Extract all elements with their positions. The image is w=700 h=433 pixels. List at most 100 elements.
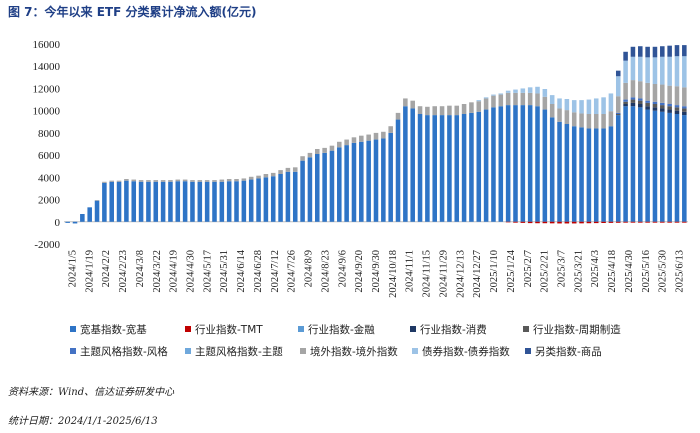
- bar-segment: [234, 181, 239, 222]
- bar-segment: [586, 128, 592, 222]
- bar-segment: [667, 221, 672, 223]
- bar-segment: [645, 46, 650, 58]
- bar-segment: [593, 98, 599, 114]
- bar-segment: [513, 89, 518, 93]
- bar-segment: [102, 182, 107, 222]
- x-tick-label: 2024/2/23: [118, 250, 129, 293]
- bar-segment: [80, 214, 85, 222]
- bar-segment: [329, 150, 335, 222]
- legend-swatch: [185, 326, 191, 332]
- bar-segment: [682, 56, 687, 88]
- bar-segment: [175, 181, 181, 222]
- bar-segment: [270, 176, 276, 222]
- bar-segment: [344, 145, 349, 222]
- bar-segment: [461, 114, 467, 222]
- bar-segment: [682, 45, 687, 57]
- legend-swatch: [300, 348, 306, 354]
- x-tick-label: 2025/1/24: [506, 249, 517, 292]
- bar-segment: [638, 104, 643, 108]
- bar-segment: [535, 93, 540, 107]
- x-tick-label: 2024/7/12: [270, 250, 281, 293]
- bar-segment: [116, 181, 122, 222]
- bar-segment: [682, 115, 687, 222]
- bar-segment: [674, 221, 680, 223]
- bar-segment: [535, 106, 540, 222]
- legend-swatch: [70, 326, 76, 332]
- x-tick-label: 2024/3/22: [152, 250, 163, 293]
- bar-segment: [153, 181, 159, 222]
- bar-segment: [674, 105, 680, 108]
- bar-segment: [542, 109, 548, 222]
- bar-segment: [660, 108, 665, 112]
- bar-segment: [476, 111, 482, 222]
- bar-segment: [425, 115, 430, 222]
- x-tick-label: 2025/2/7: [523, 250, 534, 287]
- bar-segment: [226, 179, 232, 182]
- bar-segment: [660, 102, 665, 106]
- y-tick-label: 4000: [38, 172, 61, 184]
- bar-segment: [87, 207, 92, 222]
- bar-segment: [212, 180, 217, 182]
- bar-segment: [527, 221, 533, 224]
- bar-segment: [645, 102, 650, 107]
- bar-segment: [527, 87, 533, 93]
- etf-flow-chart: -2000 0 2000 4000 6000 8000 10000 12000 14000 160…: [33, 39, 688, 358]
- bar-segment: [256, 175, 261, 179]
- bar-segment: [549, 117, 555, 222]
- bar-segment: [652, 110, 658, 222]
- bar-segment: [638, 100, 643, 104]
- y-tick-label: 12000: [33, 83, 61, 95]
- bar-segment: [403, 98, 408, 107]
- bar-segment: [682, 87, 687, 107]
- bar-segment: [381, 131, 386, 139]
- bar-segment: [439, 106, 445, 116]
- bar-segment: [615, 70, 621, 77]
- bar-segment: [615, 221, 621, 223]
- bar-segment: [542, 89, 548, 97]
- bar-segment: [674, 107, 680, 111]
- legend-label: 另类指数-商品: [535, 345, 602, 358]
- legend-label: 行业指数-周期制造: [533, 323, 621, 336]
- bar-segment: [182, 181, 188, 222]
- x-tick-label: 2024/4/30: [185, 250, 196, 293]
- bar-segment: [417, 114, 423, 222]
- bar-segment: [667, 56, 672, 86]
- bar-segment: [138, 181, 144, 222]
- y-tick-label: 8000: [38, 128, 61, 140]
- bar-segment: [388, 126, 393, 133]
- bar-segment: [557, 121, 562, 222]
- x-axis-ticks: 2024/1/5 2024/1/19 2024/2/2 2024/2/23 2024/3…: [67, 249, 685, 298]
- bar-segment: [483, 97, 489, 99]
- bar-segment: [579, 100, 584, 114]
- bar-segment: [138, 180, 144, 182]
- bar-segment: [660, 46, 665, 57]
- bar-segment: [146, 181, 151, 222]
- x-tick-label: 2025/3/21: [573, 250, 584, 293]
- bar-segment: [314, 154, 320, 222]
- bar-segment: [564, 221, 570, 224]
- bar-segment: [608, 221, 614, 223]
- bar-segment: [483, 98, 489, 110]
- bar-segment: [395, 119, 401, 222]
- bar-segment: [388, 132, 393, 222]
- bar-segment: [241, 178, 247, 181]
- x-tick-label: 2024/11/15: [422, 250, 433, 297]
- x-tick-label: 2025/2/21: [540, 250, 551, 293]
- bar-segment: [652, 84, 658, 102]
- bar-segment: [300, 160, 305, 222]
- bar-segment: [366, 134, 371, 141]
- bar-segment: [601, 128, 606, 222]
- bar-segment: [278, 174, 283, 222]
- bar-segment: [527, 92, 533, 106]
- bar-segment: [483, 109, 489, 222]
- bar-segment: [505, 105, 511, 222]
- bar-segment: [623, 60, 628, 83]
- bar-segment: [131, 179, 137, 182]
- bar-segment: [667, 106, 672, 110]
- bar-segment: [586, 114, 592, 129]
- bar-segment: [615, 114, 621, 116]
- x-tick-label: 2024/11/1: [405, 250, 416, 292]
- bar-segment: [94, 200, 100, 222]
- bar-segment: [300, 156, 305, 161]
- bar-segment: [674, 45, 680, 57]
